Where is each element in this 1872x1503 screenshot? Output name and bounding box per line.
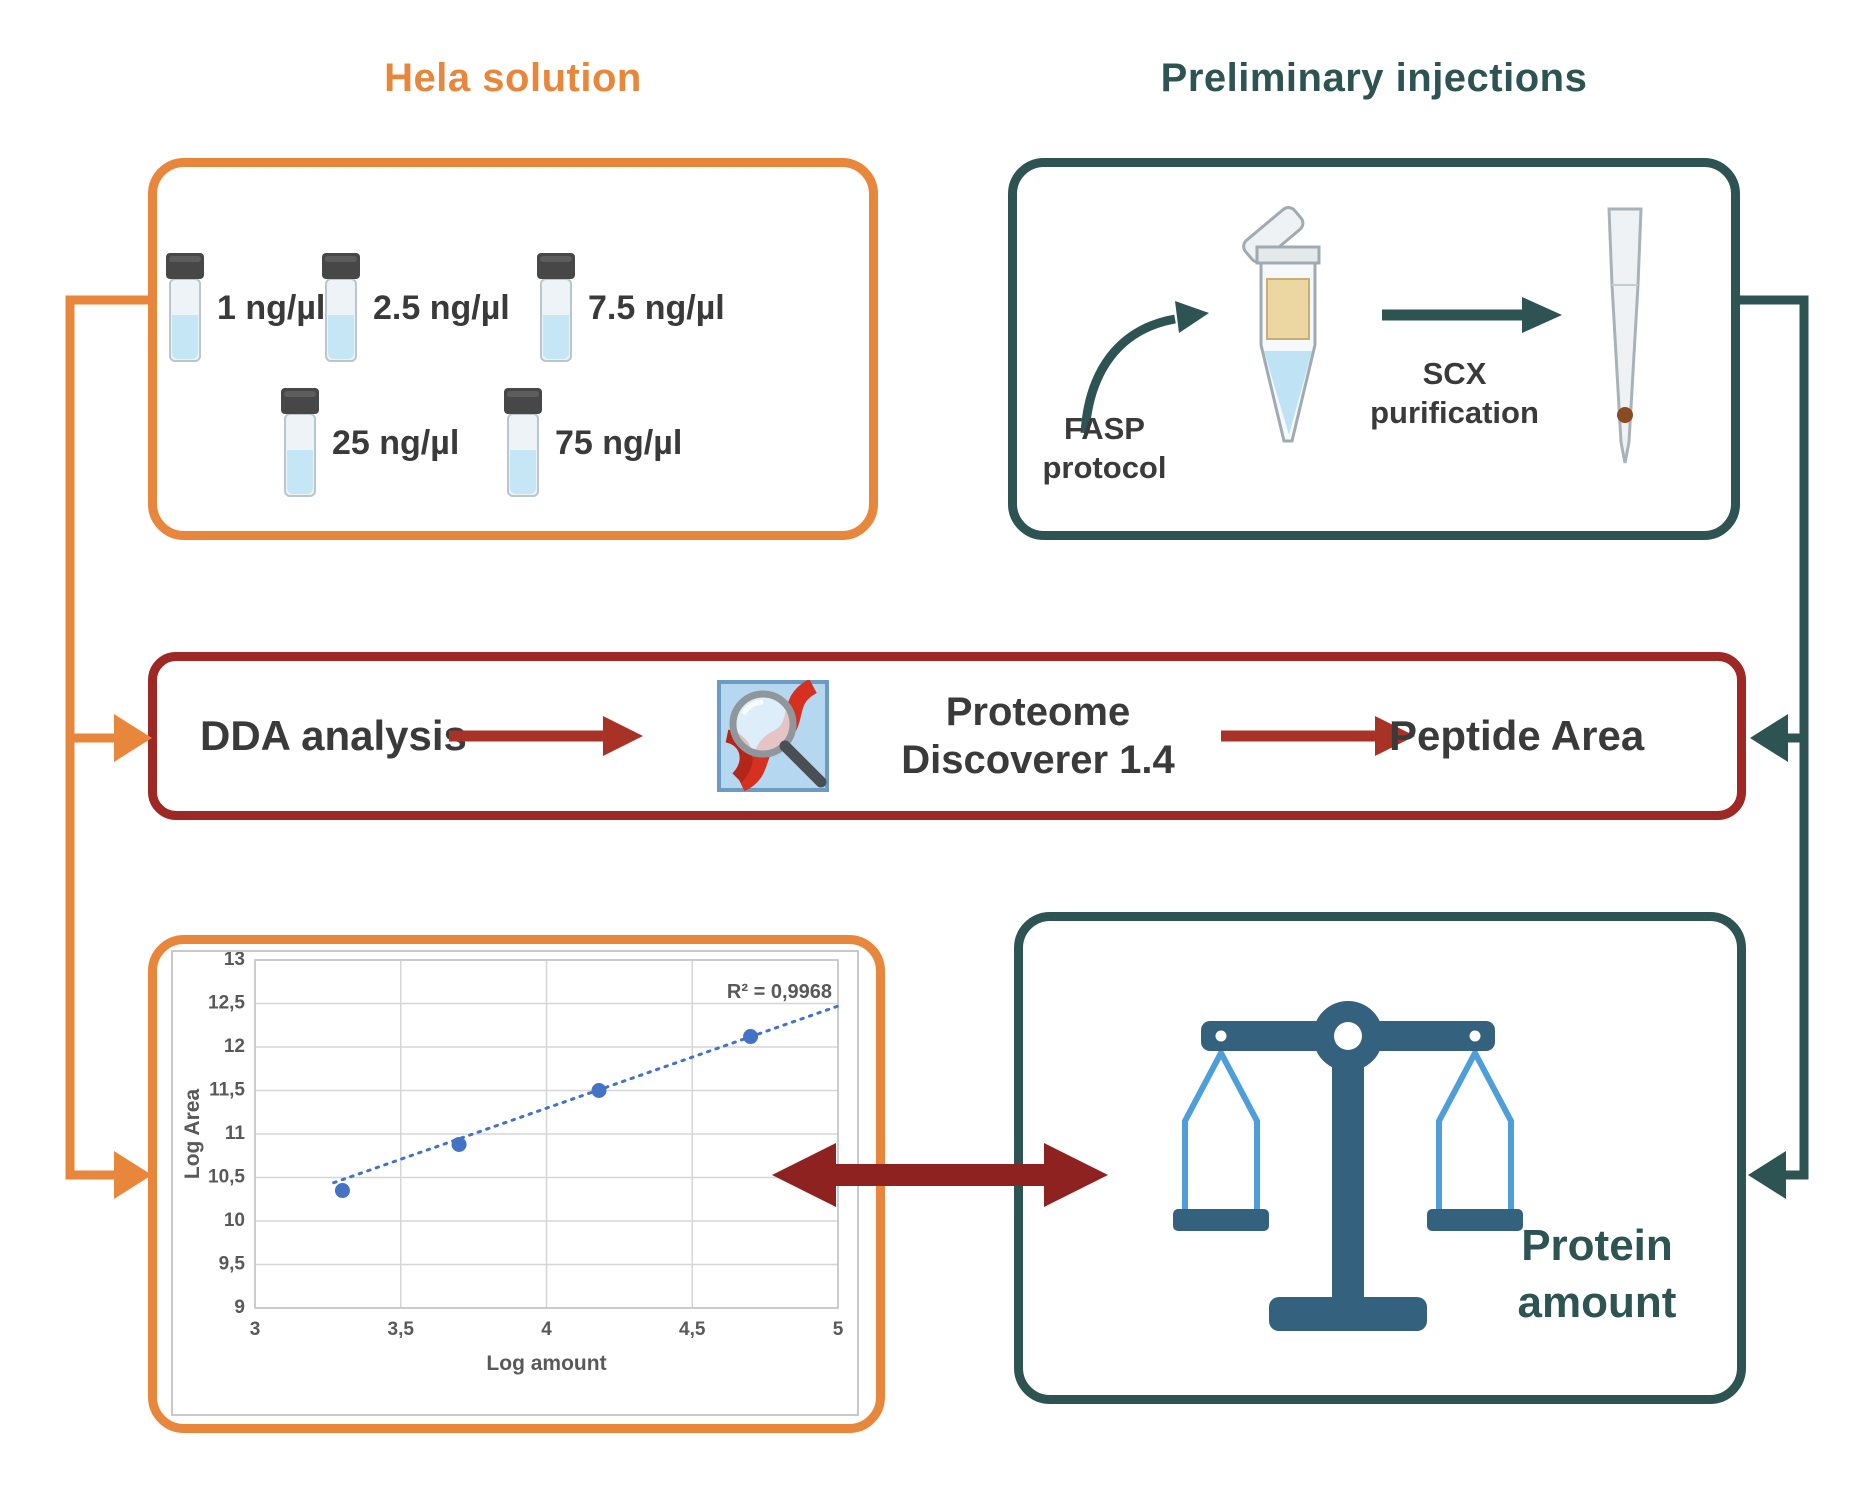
calibration-chart: 9 9,5 10 10,5 11 11,5 12 12,5 13 3 3,5 4 4,5 5 Log amo… bbox=[181, 952, 844, 1375]
vial-label: 1 ng/µl bbox=[217, 288, 326, 327]
hela-solution-title: Hela solution bbox=[384, 56, 642, 100]
svg-text:3: 3 bbox=[250, 1319, 261, 1340]
vial-group-4: 25 ng/µl bbox=[277, 388, 459, 498]
svg-text:12: 12 bbox=[224, 1036, 245, 1057]
vial-group-2: 2.5 ng/µl bbox=[318, 253, 510, 363]
vial-label: 75 ng/µl bbox=[555, 423, 683, 462]
proteome-discoverer-label: Proteome Discoverer 1.4 bbox=[901, 690, 1175, 782]
teal-connector bbox=[1740, 295, 1809, 1199]
vial-group-5: 75 ng/µl bbox=[500, 388, 682, 498]
curved-arrow-icon bbox=[1080, 301, 1209, 434]
sample-vial-icon bbox=[322, 253, 360, 362]
svg-text:12,5: 12,5 bbox=[208, 993, 245, 1014]
peptide-area-label: Peptide Area bbox=[1389, 712, 1645, 759]
svg-text:Log Area: Log Area bbox=[181, 1089, 204, 1180]
vial-label: 7.5 ng/µl bbox=[588, 288, 725, 327]
pipette-tip-icon bbox=[1607, 207, 1643, 464]
scx-arrow-icon bbox=[1382, 297, 1562, 333]
svg-text:4: 4 bbox=[541, 1319, 552, 1340]
svg-text:9,5: 9,5 bbox=[219, 1254, 246, 1275]
svg-text:3,5: 3,5 bbox=[388, 1319, 415, 1340]
scx-resin-dot bbox=[1617, 407, 1633, 423]
sample-vial-icon bbox=[281, 388, 319, 497]
hela-solution-box: 1 ng/µl 2.5 ng/µl 7.5 ng/µl bbox=[148, 158, 878, 540]
svg-text:10: 10 bbox=[224, 1210, 245, 1231]
right-arrow-icon bbox=[1221, 716, 1415, 756]
vial-group-1: 1 ng/µl bbox=[162, 253, 325, 363]
svg-text:Log amount: Log amount bbox=[486, 1352, 606, 1375]
svg-text:5: 5 bbox=[833, 1319, 844, 1340]
svg-text:13: 13 bbox=[224, 952, 245, 970]
svg-text:10,5: 10,5 bbox=[208, 1167, 245, 1188]
scx-purification-label: SCX purification bbox=[1370, 356, 1539, 430]
svg-text:11: 11 bbox=[225, 1123, 246, 1144]
protein-amount-label: Protein amount bbox=[1517, 1221, 1677, 1328]
dda-analysis-box: DDA analysis Proteome Discoverer 1.4 bbox=[148, 652, 1746, 820]
sample-vial-icon bbox=[537, 253, 575, 362]
vial-label: 2.5 ng/µl bbox=[373, 288, 510, 327]
calibration-chart-box: 9 9,5 10 10,5 11 11,5 12 12,5 13 3 3,5 4 4,5 5 Log amo… bbox=[148, 935, 885, 1433]
svg-text:R² = 0,9968: R² = 0,9968 bbox=[727, 981, 832, 1003]
sample-vial-icon bbox=[504, 388, 542, 497]
proteome-discoverer-icon bbox=[717, 680, 829, 792]
svg-text:4,5: 4,5 bbox=[679, 1319, 706, 1340]
vial-group-3: 7.5 ng/µl bbox=[533, 253, 725, 363]
vial-label: 25 ng/µl bbox=[332, 423, 460, 462]
preliminary-injections-box: FASP protocol SCX purification bbox=[1008, 158, 1740, 540]
chart-panel: 9 9,5 10 10,5 11 11,5 12 12,5 13 3 3,5 4 4,5 5 Log amo… bbox=[171, 950, 859, 1416]
sample-vial-icon bbox=[166, 253, 204, 362]
fasp-protocol-label: FASP protocol bbox=[1042, 411, 1167, 485]
balance-scale-icon bbox=[1173, 1001, 1523, 1331]
svg-text:9: 9 bbox=[234, 1297, 245, 1318]
dda-analysis-label: DDA analysis bbox=[200, 712, 467, 759]
right-arrow-icon bbox=[449, 716, 643, 756]
microcentrifuge-tube-icon bbox=[1242, 206, 1321, 443]
orange-connector bbox=[65, 295, 152, 1199]
protein-amount-box: Protein amount bbox=[1014, 912, 1746, 1404]
svg-text:11,5: 11,5 bbox=[209, 1080, 245, 1101]
preliminary-injections-title: Preliminary injections bbox=[1160, 56, 1588, 100]
